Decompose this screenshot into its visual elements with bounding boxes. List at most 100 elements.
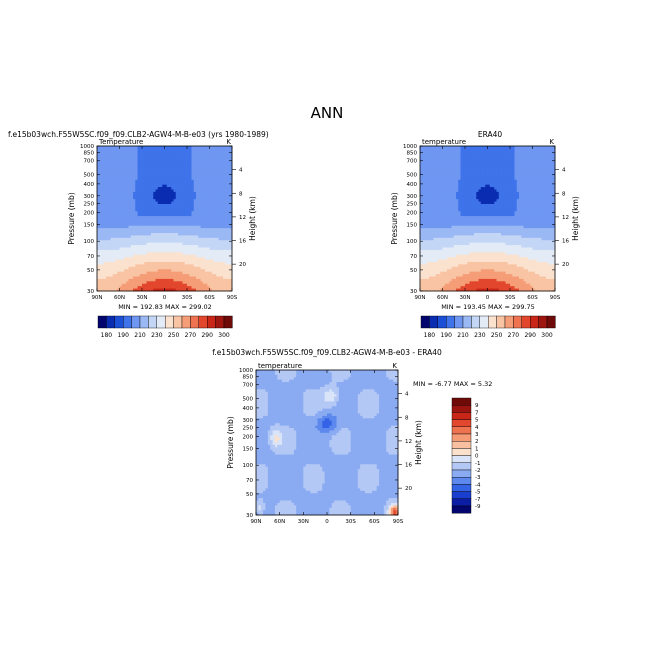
model-field-cell	[126, 266, 129, 270]
model-field-cell	[207, 196, 210, 200]
model-field-cell	[119, 216, 123, 219]
model-field-cell	[162, 206, 165, 210]
model-field-cell	[119, 218, 123, 222]
model-field-cell	[101, 271, 105, 275]
model-field-cell	[166, 233, 170, 236]
model-field-cell	[166, 211, 170, 215]
model-field-cell	[151, 235, 154, 239]
model-field-cell	[119, 182, 123, 186]
model-field-cell	[169, 162, 172, 166]
model-field-cell	[229, 278, 233, 282]
model-field-cell	[142, 274, 145, 277]
model-field-cell	[216, 271, 219, 275]
model-field-cell	[169, 201, 172, 205]
model-field-cell	[144, 153, 147, 157]
model-field-cell	[103, 220, 107, 224]
model-field-cell	[124, 247, 127, 251]
model-field-cell	[216, 155, 219, 159]
model-field-cell	[160, 199, 163, 202]
model-field-cell	[189, 160, 192, 164]
model-field-cell	[126, 150, 129, 154]
obs-field-cell	[456, 146, 459, 149]
model-field-cell	[144, 155, 147, 159]
model-field-cell	[229, 213, 233, 217]
model-field-cell	[133, 230, 136, 234]
model-field-cell	[148, 281, 152, 285]
model-field-cell	[198, 228, 201, 231]
model-field-cell	[146, 257, 150, 260]
model-field-cell	[115, 155, 118, 159]
model-field-cell	[108, 216, 111, 219]
model-field-cell	[205, 220, 208, 224]
model-field-cell	[184, 245, 188, 248]
model-field-cell	[229, 247, 233, 251]
model-field-cell	[130, 199, 134, 202]
model-field-cell	[144, 233, 147, 236]
model-field-cell	[117, 271, 120, 275]
model-field-cell	[225, 220, 228, 224]
model-field-cell	[189, 247, 192, 251]
model-field-cell	[227, 167, 231, 171]
model-field-cell	[133, 177, 136, 181]
model-field-cell	[130, 167, 134, 171]
model-field-cell	[151, 257, 154, 260]
model-field-cell	[162, 274, 165, 277]
model-field-cell	[227, 281, 231, 285]
model-field-cell	[220, 220, 224, 224]
model-field-cell	[142, 286, 145, 289]
model-field-cell	[110, 187, 114, 190]
model-field-cell	[211, 228, 215, 231]
model-field-cell	[110, 206, 114, 210]
model-field-cell	[119, 160, 123, 164]
model-field-cell	[173, 235, 177, 239]
model-field-cell	[151, 240, 154, 244]
model-field-cell	[137, 278, 141, 282]
model-field-cell	[128, 247, 132, 251]
model-field-cell	[214, 179, 217, 183]
model-field-cell	[229, 233, 233, 236]
model-field-cell	[166, 276, 170, 280]
model-field-cell	[207, 223, 210, 227]
model-field-cell	[223, 196, 226, 200]
model-field-cell	[151, 196, 154, 200]
model-field-cell	[189, 235, 192, 239]
model-field-cell	[205, 228, 208, 231]
model-field-cell	[160, 165, 163, 169]
model-field-cell	[148, 148, 152, 152]
model-field-cell	[216, 184, 219, 188]
model-field-cell	[99, 146, 102, 149]
model-field-cell	[218, 262, 222, 265]
obs-field-cell	[523, 146, 527, 149]
model-field-cell	[106, 170, 109, 173]
model-field-cell	[115, 269, 118, 273]
model-field-cell	[209, 194, 213, 198]
model-field-cell	[128, 191, 132, 195]
model-field-cell	[119, 233, 123, 236]
model-field-cell	[182, 191, 186, 195]
model-field-cell	[115, 264, 118, 268]
obs-field-cell	[546, 148, 549, 152]
model-field-cell	[135, 225, 138, 229]
model-field-cell	[205, 254, 208, 258]
model-field-cell	[157, 271, 161, 275]
model-field-cell	[130, 220, 134, 224]
model-field-cell	[189, 162, 192, 166]
obs-field-cell	[528, 148, 531, 152]
model-field-cell	[137, 146, 141, 149]
model-field-cell	[115, 211, 118, 215]
model-field-cell	[166, 216, 170, 219]
model-field-cell	[220, 196, 224, 200]
model-field-cell	[151, 237, 154, 241]
model-field-cell	[227, 196, 231, 200]
model-field-cell	[171, 233, 174, 236]
model-field-cell	[198, 194, 201, 198]
model-field-cell	[209, 175, 213, 178]
model-field-cell	[200, 252, 204, 256]
model-field-cell	[144, 187, 147, 190]
model-colorbar-swatch	[206, 315, 216, 329]
model-field-cell	[173, 254, 177, 258]
model-field-cell	[218, 150, 222, 154]
model-field-cell	[139, 286, 143, 289]
model-field-cell	[214, 225, 217, 229]
model-field-cell	[151, 148, 154, 152]
